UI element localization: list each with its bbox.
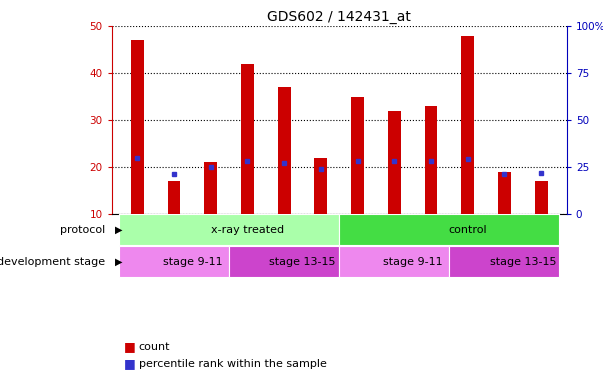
Text: protocol: protocol	[60, 225, 106, 235]
Bar	[204, 162, 217, 214]
Bar	[351, 97, 364, 214]
Text: GSM15878: GSM15878	[133, 216, 142, 266]
Bar	[119, 214, 339, 245]
Text: GSM15879: GSM15879	[463, 216, 472, 266]
Text: stage 13-15: stage 13-15	[490, 256, 556, 267]
Text: GSM15885: GSM15885	[426, 216, 435, 266]
Bar	[412, 214, 449, 262]
Text: development stage: development stage	[0, 256, 106, 267]
Text: x-ray treated: x-ray treated	[211, 225, 284, 235]
Text: GSM15880: GSM15880	[243, 216, 252, 266]
Bar	[449, 246, 560, 277]
Text: ▶: ▶	[115, 225, 122, 235]
Text: GSM15877: GSM15877	[353, 216, 362, 266]
Text: percentile rank within the sample: percentile rank within the sample	[139, 359, 327, 369]
Text: count: count	[139, 342, 170, 352]
Bar	[461, 36, 474, 214]
Bar	[229, 214, 266, 262]
Text: GSM15888: GSM15888	[317, 216, 326, 266]
Bar	[278, 87, 291, 214]
Text: GSM15883: GSM15883	[280, 216, 289, 266]
Bar	[376, 214, 412, 262]
Text: stage 9-11: stage 9-11	[163, 256, 222, 267]
Bar	[303, 214, 339, 262]
Bar	[449, 214, 486, 262]
Bar	[119, 246, 229, 277]
Text: GSM15887: GSM15887	[206, 216, 215, 266]
Bar	[425, 106, 437, 214]
Bar	[192, 214, 229, 262]
Bar	[314, 158, 327, 214]
Bar	[168, 181, 180, 214]
Bar	[339, 214, 560, 245]
Bar	[229, 246, 339, 277]
Text: GSM15884: GSM15884	[500, 216, 509, 265]
Text: GSM15886: GSM15886	[537, 216, 546, 266]
Bar	[266, 214, 303, 262]
Bar	[119, 214, 156, 262]
Text: ■: ■	[124, 357, 135, 370]
Bar	[339, 214, 376, 262]
Text: stage 9-11: stage 9-11	[383, 256, 443, 267]
Text: control: control	[449, 225, 487, 235]
Title: GDS602 / 142431_at: GDS602 / 142431_at	[267, 10, 411, 24]
Bar	[388, 111, 400, 214]
Bar	[241, 64, 254, 214]
Text: GSM15881: GSM15881	[390, 216, 399, 266]
Bar	[339, 246, 449, 277]
Bar	[156, 214, 192, 262]
Text: stage 13-15: stage 13-15	[269, 256, 336, 267]
Text: ■: ■	[124, 340, 135, 353]
Bar	[498, 171, 511, 214]
Text: ▶: ▶	[115, 256, 122, 267]
Bar	[131, 40, 144, 214]
Bar	[535, 181, 548, 214]
Text: GSM15882: GSM15882	[169, 216, 178, 265]
Bar	[523, 214, 560, 262]
Bar	[486, 214, 523, 262]
